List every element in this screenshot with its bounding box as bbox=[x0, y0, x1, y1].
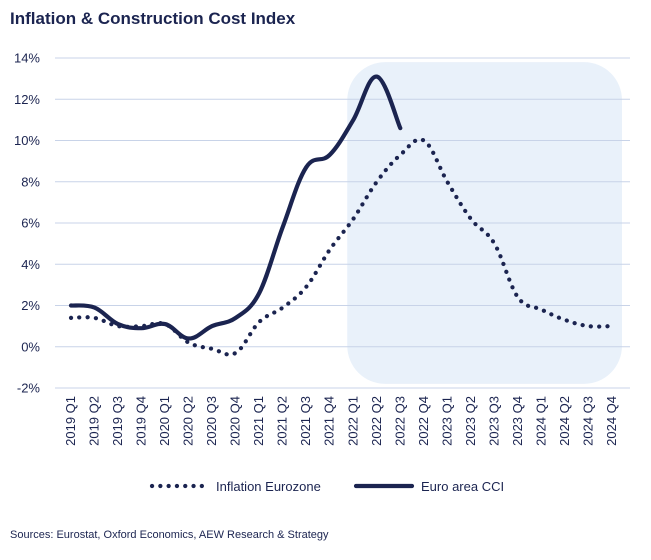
x-tick-label: 2023 Q2 bbox=[463, 396, 478, 446]
legend-label-euro-area-cci: Euro area CCI bbox=[421, 479, 504, 494]
x-tick-label: 2021 Q1 bbox=[251, 396, 266, 446]
x-tick-label: 2019 Q1 bbox=[63, 396, 78, 446]
y-tick-label: 4% bbox=[21, 257, 40, 272]
x-tick-label: 2022 Q4 bbox=[416, 396, 431, 446]
data-point bbox=[304, 165, 308, 169]
series-line-inflation-eurozone bbox=[68, 137, 615, 357]
y-tick-label: 2% bbox=[21, 298, 40, 313]
data-point bbox=[69, 316, 73, 320]
series-lines bbox=[68, 74, 615, 357]
data-point bbox=[93, 306, 97, 310]
data-point bbox=[328, 153, 332, 157]
x-tick-label: 2022 Q3 bbox=[392, 396, 407, 446]
data-point bbox=[187, 337, 191, 341]
y-tick-label: 14% bbox=[14, 51, 40, 66]
x-tick-label: 2020 Q3 bbox=[204, 396, 219, 446]
data-point bbox=[116, 322, 120, 326]
data-point bbox=[375, 180, 379, 184]
data-point bbox=[398, 153, 402, 157]
data-point bbox=[163, 322, 167, 326]
data-point bbox=[281, 225, 285, 229]
data-point bbox=[257, 320, 261, 324]
series-line-euro-area-cci bbox=[68, 74, 403, 341]
data-point bbox=[351, 118, 355, 122]
x-tick-label: 2022 Q1 bbox=[345, 396, 360, 446]
x-axis-ticks: 2019 Q1 2019 Q2 2019 Q3 2019 Q4 2020 Q1 2020 … bbox=[63, 396, 619, 446]
data-point bbox=[257, 291, 261, 295]
x-tick-label: 2020 Q4 bbox=[228, 396, 243, 446]
legend: Inflation Eurozone Euro area CCI bbox=[149, 479, 504, 494]
x-tick-label: 2023 Q1 bbox=[439, 396, 454, 446]
data-point bbox=[69, 304, 73, 308]
x-tick-label: 2019 Q2 bbox=[87, 396, 102, 446]
data-point bbox=[234, 351, 238, 355]
x-tick-label: 2021 Q3 bbox=[298, 396, 313, 446]
y-axis-ticks: 14% 12% 10% 8% 6% 4% 2% 0% -2% bbox=[14, 51, 40, 396]
x-tick-label: 2020 Q1 bbox=[157, 396, 172, 446]
data-point bbox=[375, 75, 379, 79]
data-point bbox=[516, 295, 520, 299]
x-tick-label: 2022 Q2 bbox=[369, 396, 384, 446]
data-point bbox=[610, 324, 614, 328]
y-tick-label: 10% bbox=[14, 133, 40, 148]
x-tick-label: 2019 Q3 bbox=[110, 396, 125, 446]
data-point bbox=[187, 341, 191, 345]
data-point bbox=[328, 248, 332, 252]
x-tick-label: 2024 Q1 bbox=[533, 396, 548, 446]
legend-label-inflation-eurozone: Inflation Eurozone bbox=[216, 479, 321, 494]
gridlines bbox=[55, 57, 630, 389]
x-tick-label: 2020 Q2 bbox=[181, 396, 196, 446]
data-point bbox=[469, 217, 473, 221]
y-tick-label: 8% bbox=[21, 174, 40, 189]
data-point bbox=[210, 324, 214, 328]
data-point bbox=[210, 347, 214, 351]
data-point bbox=[304, 285, 308, 289]
data-point bbox=[140, 326, 144, 330]
x-tick-label: 2023 Q3 bbox=[486, 396, 501, 446]
data-point bbox=[234, 316, 238, 320]
data-point bbox=[351, 217, 355, 221]
data-point bbox=[93, 316, 97, 320]
y-tick-label: 0% bbox=[21, 339, 40, 354]
x-tick-label: 2024 Q3 bbox=[580, 396, 595, 446]
x-tick-label: 2021 Q2 bbox=[275, 396, 290, 446]
data-point bbox=[586, 324, 590, 328]
source-note: Sources: Eurostat, Oxford Economics, AEW… bbox=[10, 529, 329, 541]
chart-title: Inflation & Construction Cost Index bbox=[10, 9, 296, 28]
x-tick-label: 2024 Q4 bbox=[604, 396, 619, 446]
x-tick-label: 2024 Q2 bbox=[557, 396, 572, 446]
data-point bbox=[398, 126, 402, 130]
data-point bbox=[539, 308, 543, 312]
x-tick-label: 2023 Q4 bbox=[510, 396, 525, 446]
data-point bbox=[492, 242, 496, 246]
data-point bbox=[563, 318, 567, 322]
y-tick-label: 12% bbox=[14, 92, 40, 107]
x-tick-label: 2021 Q4 bbox=[322, 396, 337, 446]
y-tick-label: 6% bbox=[21, 216, 40, 231]
data-point bbox=[281, 306, 285, 310]
data-point bbox=[445, 180, 449, 184]
data-point bbox=[422, 139, 426, 143]
x-tick-label: 2019 Q4 bbox=[134, 396, 149, 446]
y-tick-label: -2% bbox=[17, 381, 41, 396]
